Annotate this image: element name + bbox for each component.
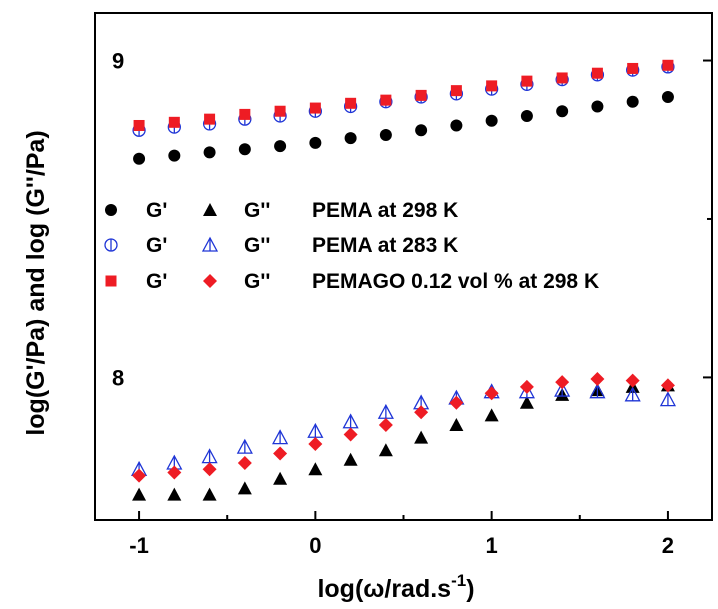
data-point (308, 462, 323, 476)
data-point (168, 149, 181, 162)
data-point (486, 80, 498, 92)
data-point (521, 75, 533, 87)
data-point (414, 430, 429, 444)
legend-label: G' (146, 234, 167, 257)
data-point (414, 405, 429, 420)
data-point (343, 427, 358, 442)
data-point (132, 468, 147, 483)
data-point (273, 446, 288, 461)
data-point (272, 429, 289, 445)
data-point (238, 143, 251, 156)
data-point (343, 452, 358, 466)
data-point (133, 119, 145, 131)
data-point (379, 128, 392, 141)
data-point (133, 152, 146, 165)
data-point (519, 379, 534, 394)
data-point (167, 487, 182, 501)
data-point (344, 132, 357, 145)
data-point (624, 386, 641, 402)
legend-marker (201, 236, 219, 252)
x-axis-title: log(ω/rad.s-1) (317, 571, 474, 603)
axis-ticks: -1 0 1 2 8 9 (112, 49, 712, 558)
data-point (309, 102, 321, 114)
data-point (449, 417, 464, 431)
data-point (484, 386, 499, 401)
legend-label: G' (146, 270, 167, 293)
data-point (484, 408, 499, 422)
data-point (236, 438, 253, 454)
plot-area-border (94, 12, 713, 521)
data-point (415, 89, 427, 101)
plot-frame (94, 12, 713, 521)
data-point (590, 371, 605, 386)
data-point (662, 59, 674, 71)
legend-marker (104, 238, 118, 252)
data-point (237, 481, 252, 495)
data-point (309, 136, 322, 149)
data-point (591, 100, 604, 113)
legend-marker (203, 274, 217, 288)
data-point (342, 413, 359, 429)
data-point (555, 375, 570, 390)
x-tick-label: 1 (486, 533, 498, 558)
data-point (274, 140, 287, 153)
legend-label: G'' (244, 199, 270, 222)
data-point (237, 455, 252, 470)
data-point (589, 383, 606, 399)
data-point (202, 462, 217, 477)
legend-label: G' (146, 199, 167, 222)
data-point (202, 487, 217, 501)
data-point (167, 465, 182, 480)
data-marks (130, 59, 677, 501)
legend-marker (203, 203, 217, 216)
x-tick-label: -1 (129, 533, 149, 558)
data-point (378, 443, 393, 457)
data-point (377, 403, 394, 419)
data-point (520, 109, 533, 122)
data-point (661, 90, 674, 103)
data-point (485, 114, 498, 127)
legend: G' G'' PEMA at 298 K G' G'' PEMA at 283 K G' G'… (104, 199, 599, 293)
data-point (203, 146, 216, 159)
legend-entry-text: PEMAGO 0.12 vol % at 298 K (312, 270, 599, 293)
data-point (415, 124, 428, 137)
data-point (274, 105, 286, 117)
legend-marker (105, 275, 117, 287)
data-point (380, 94, 392, 106)
data-point (591, 67, 603, 79)
data-point (168, 116, 180, 128)
data-point (201, 448, 218, 464)
data-point (660, 378, 675, 393)
data-point (308, 436, 323, 451)
data-point (378, 417, 393, 432)
data-point (519, 395, 534, 409)
x-tick-label: 0 (309, 533, 321, 558)
data-point (625, 373, 640, 388)
legend-marker (105, 204, 117, 216)
y-tick-label: 9 (112, 49, 124, 74)
data-point (556, 72, 568, 84)
y-tick-label: 8 (112, 365, 124, 390)
y-axis-title: log(G'/Pa) and log (G''/Pa) (22, 130, 50, 435)
data-point (450, 85, 462, 97)
legend-entry-text: PEMA at 298 K (312, 199, 458, 222)
data-point (449, 395, 464, 410)
data-point (659, 391, 677, 407)
data-point (627, 62, 639, 74)
data-point (450, 119, 463, 132)
data-point (273, 471, 288, 485)
data-point (626, 95, 639, 108)
data-point (345, 97, 357, 109)
x-tick-label: 2 (662, 533, 674, 558)
data-point (132, 487, 147, 501)
data-point (307, 422, 324, 438)
legend-label: G'' (244, 234, 270, 257)
data-point (204, 113, 216, 125)
legend-label: G'' (244, 270, 270, 293)
legend-entry-text: PEMA at 283 K (312, 234, 458, 257)
data-point (239, 108, 251, 120)
data-point (556, 105, 569, 118)
